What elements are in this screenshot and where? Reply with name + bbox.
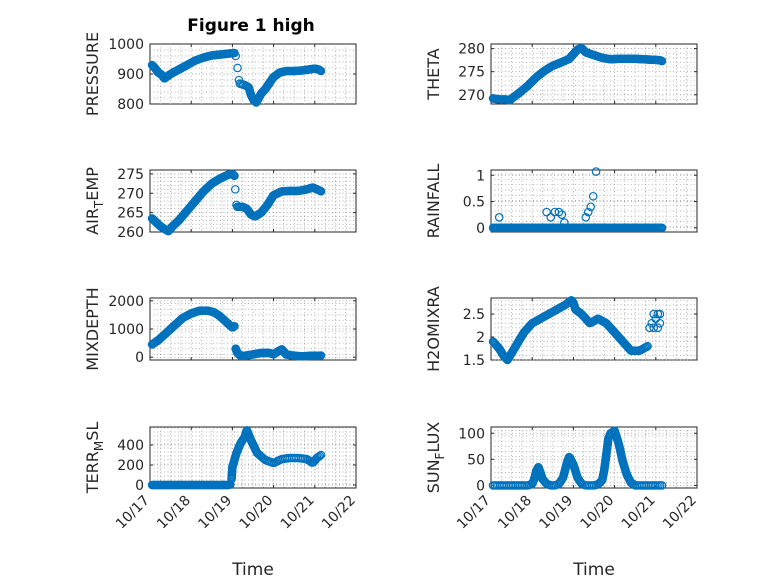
data-point	[657, 481, 667, 490]
y-tick-label: 1	[476, 168, 485, 184]
data-point	[229, 170, 239, 180]
y-tick-label: 260	[117, 225, 144, 241]
y-tick-label: 270	[117, 186, 144, 202]
y-tick-label: 1000	[108, 37, 144, 53]
series-markers-h2omixra	[488, 296, 665, 365]
y-tick-label: 0	[135, 350, 144, 366]
y-axis-label-rainfall: RAINFALL	[424, 164, 443, 239]
x-axis-label: Time	[231, 560, 274, 580]
series-markers-mixdepth	[147, 306, 326, 361]
data-point	[554, 207, 564, 217]
y-tick-label: 1000	[108, 322, 144, 338]
data-point	[586, 202, 596, 212]
data-point	[315, 451, 324, 461]
y-tick-label: 2000	[108, 294, 144, 310]
y-tick-label: 275	[458, 65, 485, 81]
y-axis-label-air-temp: AIRTEMP	[83, 167, 106, 235]
data-point	[583, 207, 593, 217]
subplot-air-temp: 260 265 270 275 AIRTEMP	[83, 167, 357, 241]
figure-title: Figure 1 high	[187, 16, 315, 36]
series-markers-pressure	[147, 48, 326, 107]
data-point	[591, 167, 601, 176]
data-point	[231, 51, 240, 61]
subplot-rainfall: 0 0.5 1 RAINFALL	[424, 164, 698, 239]
y-tick-label: 275	[117, 167, 144, 183]
data-point	[657, 56, 667, 66]
data-point	[645, 323, 654, 333]
data-point	[316, 66, 326, 76]
data-point	[494, 212, 504, 222]
x-axis-label: Time	[572, 560, 615, 580]
series-markers-theta	[488, 43, 667, 105]
y-axis-label-mixdepth: MIXDEPTH	[83, 287, 102, 370]
y-tick-label: 400	[117, 438, 144, 454]
y-tick-label: 0.5	[463, 195, 485, 211]
subplot-mixdepth: 0 1000 2000 MIXDEPTH	[83, 287, 357, 371]
y-tick-label: 270	[458, 88, 485, 104]
subplot-h2omixra: 1.5 2 2.5 H2OMIXRA	[424, 286, 698, 372]
data-point	[655, 318, 665, 328]
y-tick-label: 0	[135, 478, 144, 494]
data-point	[657, 223, 667, 233]
data-point	[649, 323, 659, 333]
y-axis-label-theta: THETA	[424, 48, 443, 100]
data-point	[316, 351, 326, 360]
data-point	[230, 171, 239, 181]
data-point	[230, 321, 239, 331]
data-point	[546, 212, 556, 222]
data-point	[316, 187, 326, 196]
subplot-theta: 270 275 280 THETA	[424, 42, 698, 105]
y-tick-label: 1.5	[463, 353, 485, 369]
y-tick-label: 265	[117, 206, 144, 222]
y-axis-label-h2omixra: H2OMIXRA	[424, 286, 443, 372]
y-tick-label: 50	[467, 452, 485, 468]
data-point	[314, 452, 323, 462]
y-tick-label: 2.5	[463, 307, 485, 323]
data-point	[542, 207, 551, 217]
data-point	[649, 309, 659, 319]
series-markers-sun-flux	[488, 426, 667, 490]
data-point	[557, 210, 567, 219]
y-axis-label-terr-msl: TERRMSL	[83, 422, 106, 495]
data-point	[588, 191, 598, 201]
y-tick-label: 280	[458, 42, 485, 58]
series-markers-air-temp	[147, 169, 326, 236]
data-point	[228, 170, 238, 179]
series-markers-rainfall	[488, 167, 667, 233]
data-point	[230, 185, 240, 194]
y-tick-label: 0	[476, 478, 485, 494]
y-tick-label: 800	[117, 97, 144, 113]
y-tick-label: 900	[117, 67, 144, 83]
data-point	[560, 218, 569, 227]
series-markers-terr-msl	[147, 426, 326, 490]
data-point	[316, 450, 326, 460]
data-point	[643, 341, 652, 351]
data-point	[581, 212, 591, 222]
y-tick-label: 2	[476, 330, 485, 346]
y-axis-label-sun-flux: SUNFLUX	[424, 422, 447, 494]
subplot-pressure: 800 900 1000 PRESSURE	[83, 32, 357, 116]
y-tick-label: 200	[117, 458, 144, 474]
y-axis-label-pressure: PRESSURE	[83, 32, 102, 116]
data-point	[624, 344, 634, 353]
y-tick-label: 100	[458, 426, 485, 442]
data-point	[655, 309, 665, 319]
data-point	[233, 63, 242, 73]
data-point	[653, 323, 663, 333]
y-tick-label: 0	[476, 221, 485, 237]
